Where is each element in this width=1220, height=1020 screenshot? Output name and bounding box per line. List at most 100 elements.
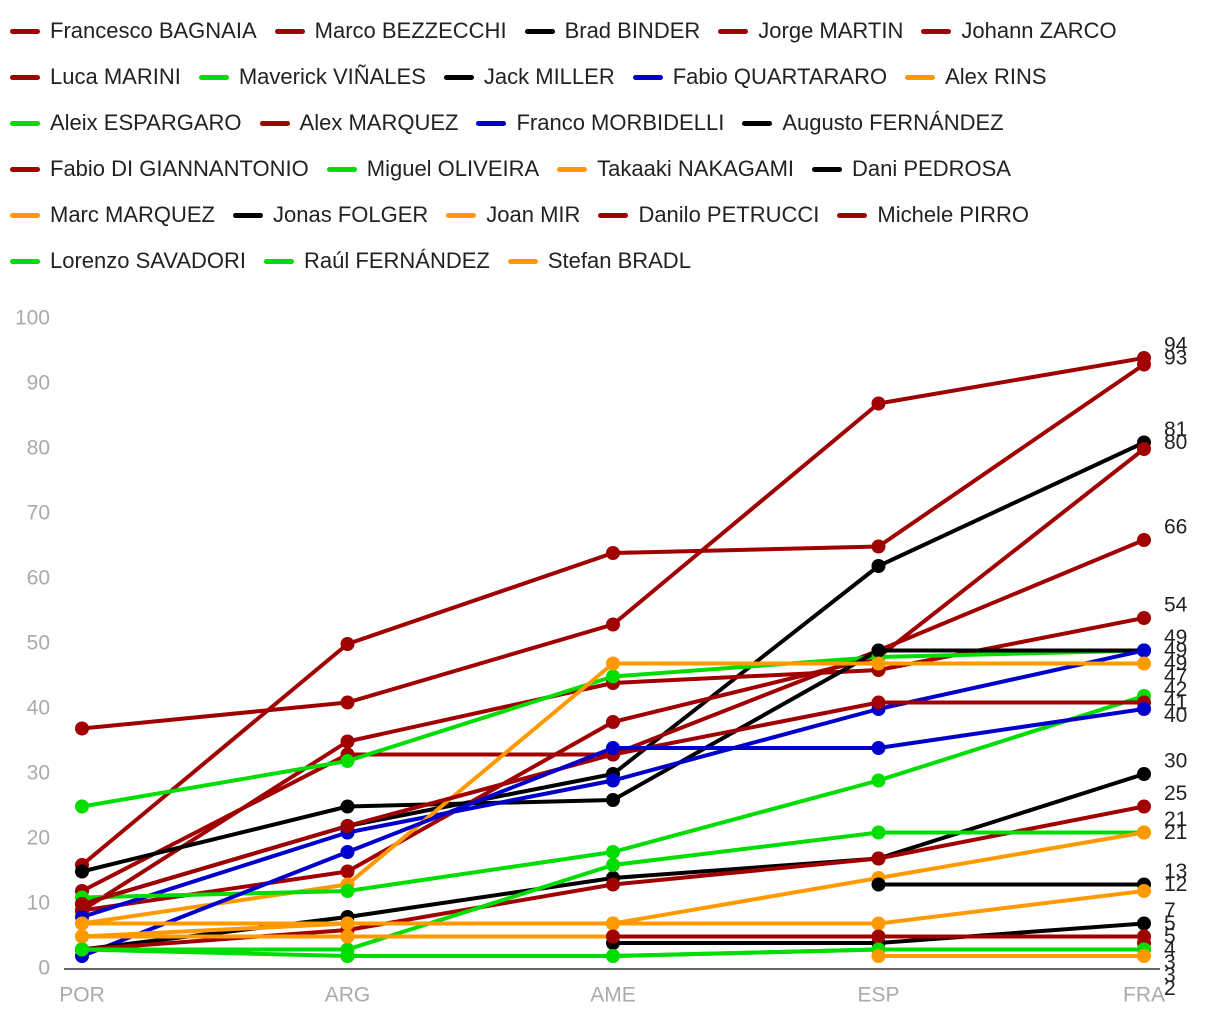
legend-swatch bbox=[259, 120, 290, 126]
legend-swatch bbox=[274, 28, 305, 34]
legend-label: Alex RINS bbox=[945, 64, 1047, 89]
legend-label: Johann ZARCO bbox=[961, 18, 1117, 43]
data-label: 21 bbox=[1164, 821, 1187, 844]
data-label: 49 bbox=[1164, 626, 1187, 649]
legend-entry: Lorenzo SAVADORI bbox=[10, 238, 246, 284]
legend-label: Augusto FERNÁNDEZ bbox=[782, 110, 1004, 135]
data-point bbox=[340, 637, 355, 651]
data-point bbox=[340, 864, 355, 879]
series-line bbox=[80, 362, 1146, 867]
legend-label: Jack MILLER bbox=[483, 64, 615, 89]
data-point bbox=[606, 858, 620, 872]
legend-label: Raúl FERNÁNDEZ bbox=[304, 248, 490, 273]
legend-label: Aleix ESPARGARO bbox=[50, 110, 242, 135]
legend-label: Maverick VIÑALES bbox=[238, 64, 426, 89]
data-point bbox=[871, 949, 886, 963]
legend-entry: Jorge MARTIN bbox=[718, 8, 903, 54]
data-point bbox=[1137, 884, 1151, 898]
data-point bbox=[606, 949, 620, 963]
data-label: 49 bbox=[1164, 652, 1187, 675]
legend-label: Fabio DI GIANNANTONIO bbox=[50, 156, 309, 181]
legend-entry: Takaaki NAKAGAMI bbox=[557, 146, 794, 192]
legend-entry: Jonas FOLGER bbox=[233, 192, 428, 238]
data-point bbox=[1137, 949, 1151, 963]
data-point bbox=[871, 539, 886, 554]
legend-label: Fabio QUARTARARO bbox=[672, 64, 888, 89]
data-label: 7 bbox=[1164, 899, 1176, 922]
data-point bbox=[1137, 916, 1151, 931]
legend: Francesco BAGNAIA Marco BEZZECCHI Brad BIN… bbox=[10, 8, 1200, 284]
legend-entry: Joan MIR bbox=[446, 192, 580, 238]
legend-label: Jonas FOLGER bbox=[273, 202, 429, 227]
data-point bbox=[606, 546, 620, 560]
legend-swatch bbox=[632, 74, 663, 80]
y-tick-label: 80 bbox=[27, 437, 50, 460]
data-point bbox=[1137, 442, 1151, 456]
data-label: 81 bbox=[1164, 418, 1187, 441]
y-tick-label: 50 bbox=[27, 632, 50, 655]
legend-swatch bbox=[264, 258, 295, 264]
legend-entry: Johann ZARCO bbox=[921, 8, 1117, 54]
data-label: 40 bbox=[1164, 704, 1187, 727]
legend-label: Luca MARINI bbox=[50, 64, 181, 89]
data-point bbox=[871, 656, 886, 671]
data-point bbox=[606, 656, 620, 671]
x-tick-label: POR bbox=[59, 984, 105, 1007]
data-point bbox=[606, 877, 620, 892]
legend-swatch bbox=[812, 166, 843, 172]
data-point bbox=[606, 845, 620, 859]
data-point bbox=[75, 721, 89, 736]
data-point bbox=[871, 396, 886, 411]
legend-swatch bbox=[598, 212, 629, 218]
data-point bbox=[75, 799, 89, 814]
legend-entry: Marco BEZZECCHI bbox=[274, 8, 507, 54]
data-label: 5 bbox=[1164, 912, 1176, 935]
legend-label: Michele PIRRO bbox=[877, 202, 1029, 227]
legend-label: Brad BINDER bbox=[564, 18, 701, 43]
data-label: 54 bbox=[1164, 594, 1188, 617]
data-label: 47 bbox=[1164, 665, 1187, 688]
data-point bbox=[340, 884, 355, 898]
legend-swatch bbox=[921, 28, 952, 34]
legend-entry: Aleix ESPARGARO bbox=[10, 100, 242, 146]
data-point bbox=[606, 916, 620, 931]
legend-entry: Luca MARINI bbox=[10, 54, 181, 100]
legend-label: Miguel OLIVEIRA bbox=[366, 156, 540, 181]
x-tick-label: ESP bbox=[857, 984, 899, 1007]
legend-swatch bbox=[905, 74, 936, 80]
data-point bbox=[871, 916, 886, 931]
legend-label: Joan MIR bbox=[486, 202, 581, 227]
data-label: 5 bbox=[1164, 925, 1176, 948]
data-point bbox=[340, 949, 355, 963]
legend-entry: Miguel OLIVEIRA bbox=[326, 146, 540, 192]
legend-swatch bbox=[524, 28, 555, 34]
x-tick-label: AME bbox=[590, 984, 636, 1007]
legend-entry: Danilo PETRUCCI bbox=[598, 192, 819, 238]
data-label: 3 bbox=[1164, 964, 1176, 987]
data-point bbox=[75, 929, 89, 944]
data-point bbox=[871, 741, 886, 755]
data-point bbox=[1137, 799, 1151, 814]
legend-label: Alex MARQUEZ bbox=[299, 110, 459, 135]
legend-entry: Stefan BRADL bbox=[507, 238, 691, 284]
legend-swatch bbox=[10, 258, 40, 264]
data-point bbox=[1137, 643, 1151, 658]
legend-entry: Maverick VIÑALES bbox=[198, 54, 426, 100]
y-tick-label: 90 bbox=[27, 372, 50, 395]
y-tick-label: 20 bbox=[27, 827, 50, 850]
data-point bbox=[1137, 611, 1151, 625]
legend-entry: Alex RINS bbox=[905, 54, 1047, 100]
legend-label: Lorenzo SAVADORI bbox=[50, 248, 247, 273]
x-tick-label: ARG bbox=[325, 984, 371, 1007]
legend-entry: Franco MORBIDELLI bbox=[476, 100, 724, 146]
data-point bbox=[871, 559, 886, 573]
legend-swatch bbox=[446, 212, 477, 218]
legend-swatch bbox=[557, 166, 588, 172]
data-point bbox=[871, 929, 886, 944]
legend-swatch bbox=[10, 166, 40, 172]
data-point bbox=[340, 799, 355, 814]
legend-entry: Alex MARQUEZ bbox=[259, 100, 459, 146]
legend-swatch bbox=[198, 74, 229, 80]
data-point bbox=[1137, 656, 1151, 671]
